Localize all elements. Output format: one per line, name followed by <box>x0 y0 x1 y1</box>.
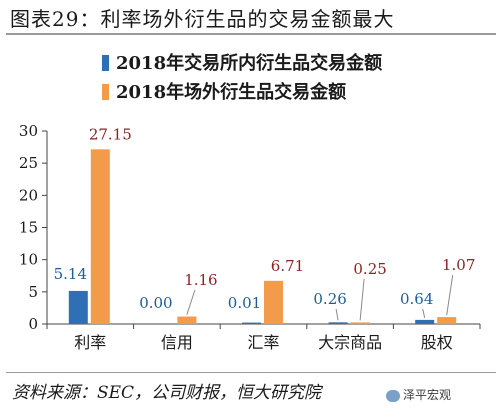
bar-exchange <box>68 290 88 324</box>
data-label-leader <box>186 289 196 315</box>
legend-label-1: 2018年交易所内衍生品交易金额 <box>116 52 382 74</box>
y-tick-label: 0 <box>28 315 38 333</box>
data-label: 5.14 <box>54 265 87 283</box>
x-tick-label: 股权 <box>421 333 453 352</box>
chart-title: 图表29：利率场外衍生品的交易金额最大 <box>10 7 395 31</box>
bar-otc <box>437 317 457 324</box>
y-tick-label: 20 <box>19 186 38 204</box>
legend-swatch-1 <box>102 55 109 71</box>
bars <box>68 149 457 324</box>
data-label-leader <box>446 274 454 316</box>
x-tick-label: 利率 <box>74 333 106 352</box>
title-divider <box>6 33 496 35</box>
y-tick-label: 30 <box>19 122 38 140</box>
data-label: 27.15 <box>89 125 132 143</box>
wechat-icon <box>386 389 400 402</box>
bar-exchange <box>328 322 348 324</box>
legend-swatch-2 <box>102 84 109 100</box>
bar-otc <box>177 316 197 324</box>
bar-exchange <box>242 322 261 324</box>
data-label: 0.64 <box>400 290 433 308</box>
legend-label-2: 2018年场外衍生品交易金额 <box>116 81 346 103</box>
data-label: 6.71 <box>271 257 304 275</box>
watermark-text: 泽平宏观 <box>403 388 452 402</box>
bar-otc <box>90 149 110 324</box>
data-label: 1.07 <box>442 256 475 274</box>
data-label-leader <box>422 308 426 318</box>
bar-otc <box>264 280 283 324</box>
data-label: 0.01 <box>228 294 261 312</box>
y-tick-label: 25 <box>19 154 38 172</box>
bar-otc <box>350 322 370 324</box>
data-label: 0.26 <box>313 290 346 308</box>
data-label: 0.25 <box>353 260 386 278</box>
watermark: 泽平宏观 <box>386 386 451 403</box>
legend: 2018年交易所内衍生品交易金额 2018年场外衍生品交易金额 <box>102 52 382 103</box>
data-labels: 5.14 0.00 0.01 0.26 0.64 27.15 1.16 6.71 0.25 1.0… <box>54 125 475 321</box>
source-note: 资料来源：SEC，公司财报，恒大研究院 <box>12 383 322 403</box>
x-tick-label: 信用 <box>161 333 193 352</box>
bar-exchange <box>415 319 435 324</box>
data-label: 0.00 <box>139 294 172 312</box>
y-tick-label: 15 <box>19 219 38 237</box>
y-tick-label: 5 <box>28 283 38 301</box>
data-label-leader <box>335 308 339 321</box>
bar-chart: 2018年交易所内衍生品交易金额 2018年场外衍生品交易金额 0 5 10 15 20 2… <box>19 52 481 352</box>
y-tick-label: 10 <box>19 251 38 269</box>
data-label: 1.16 <box>184 271 217 289</box>
data-label-leader <box>359 278 365 321</box>
axes: 0 5 10 15 20 25 30 利率 信用 汇率 大宗商品 股权 <box>19 122 481 352</box>
x-tick-label: 大宗商品 <box>318 333 382 352</box>
source-divider <box>6 372 496 373</box>
x-tick-label: 汇率 <box>247 333 279 352</box>
